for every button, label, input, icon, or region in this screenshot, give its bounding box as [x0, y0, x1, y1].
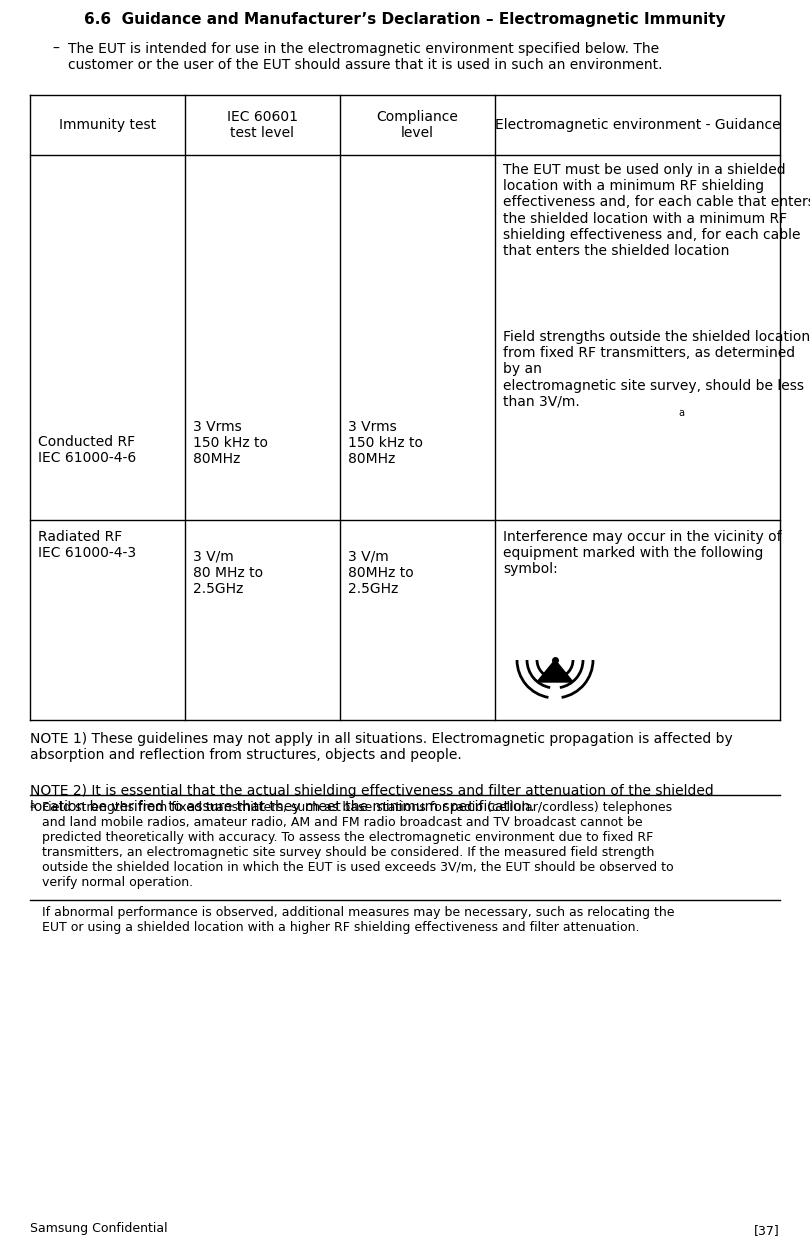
Polygon shape	[537, 660, 573, 683]
Text: 6.6  Guidance and Manufacturer’s Declaration – Electromagnetic Immunity: 6.6 Guidance and Manufacturer’s Declarat…	[84, 13, 726, 26]
Text: Radiated RF
IEC 61000-4-3: Radiated RF IEC 61000-4-3	[38, 530, 136, 561]
Text: NOTE 2) It is essential that the actual shielding effectiveness and filter atten: NOTE 2) It is essential that the actual …	[30, 784, 714, 815]
Text: –: –	[52, 41, 59, 57]
Text: Conducted RF
IEC 61000-4-6: Conducted RF IEC 61000-4-6	[38, 435, 136, 465]
Text: Field strengths from fixed transmitters, such as base stations for radio (cellul: Field strengths from fixed transmitters,…	[42, 801, 675, 934]
Text: a: a	[678, 409, 684, 419]
Text: IEC 60601
test level: IEC 60601 test level	[227, 109, 298, 140]
Text: 3 Vrms
150 kHz to
80MHz: 3 Vrms 150 kHz to 80MHz	[193, 420, 268, 466]
Text: Samsung Confidential: Samsung Confidential	[30, 1222, 168, 1234]
Text: 3 Vrms
150 kHz to
80MHz: 3 Vrms 150 kHz to 80MHz	[348, 420, 423, 466]
Text: Compliance
level: Compliance level	[377, 109, 458, 140]
Text: Field strengths outside the shielded location
from fixed RF transmitters, as det: Field strengths outside the shielded loc…	[503, 331, 810, 409]
Text: Electromagnetic environment - Guidance: Electromagnetic environment - Guidance	[495, 118, 780, 132]
Text: 3 V/m
80 MHz to
2.5GHz: 3 V/m 80 MHz to 2.5GHz	[193, 551, 263, 596]
Text: 3 V/m
80MHz to
2.5GHz: 3 V/m 80MHz to 2.5GHz	[348, 551, 414, 596]
Text: The EUT must be used only in a shielded
location with a minimum RF shielding
eff: The EUT must be used only in a shielded …	[503, 163, 810, 258]
Text: Interference may occur in the vicinity of
equipment marked with the following
sy: Interference may occur in the vicinity o…	[503, 530, 782, 577]
Text: NOTE 1) These guidelines may not apply in all situations. Electromagnetic propag: NOTE 1) These guidelines may not apply i…	[30, 732, 733, 762]
Text: Immunity test: Immunity test	[59, 118, 156, 132]
Text: [37]: [37]	[754, 1224, 780, 1237]
Text: The EUT is intended for use in the electromagnetic environment specified below. : The EUT is intended for use in the elect…	[68, 41, 663, 72]
Text: a: a	[30, 801, 36, 810]
